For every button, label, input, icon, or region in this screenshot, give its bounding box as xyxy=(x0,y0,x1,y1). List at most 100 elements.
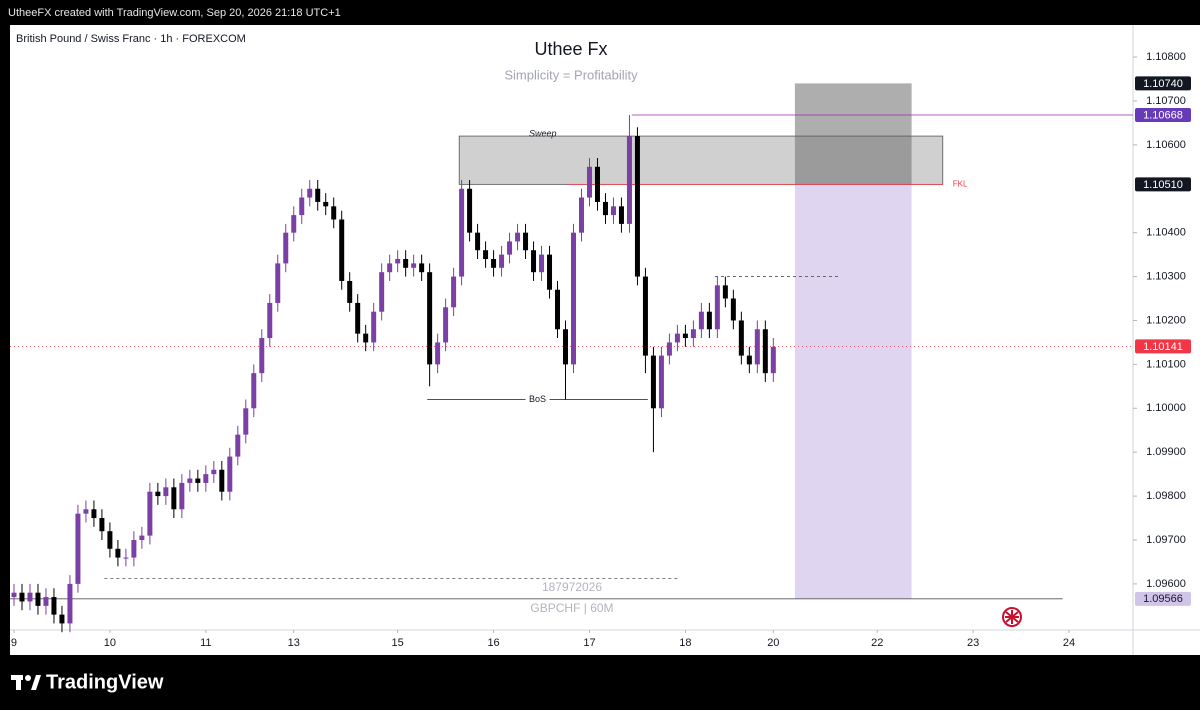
candle-body xyxy=(515,232,521,242)
price-badge xyxy=(1135,339,1191,354)
candle-body xyxy=(131,539,137,558)
x-tick-label: 18 xyxy=(679,637,691,649)
x-tick-label: 13 xyxy=(288,637,300,649)
candle-body xyxy=(523,232,529,251)
price-badge-label: 1.10740 xyxy=(1143,78,1183,90)
y-tick-label: 1.09900 xyxy=(1146,446,1186,458)
price-badge-label: 1.10668 xyxy=(1143,109,1183,121)
candle-body xyxy=(754,329,760,365)
stop-zone xyxy=(794,83,912,185)
candle-body xyxy=(666,342,672,356)
logo-mark xyxy=(16,675,21,690)
candle-body xyxy=(610,206,616,216)
candle-body xyxy=(123,557,129,559)
candle-body xyxy=(283,232,289,264)
x-tick-label: 16 xyxy=(487,637,499,649)
candle-body xyxy=(203,474,209,483)
candle-body xyxy=(291,215,297,233)
y-tick-label: 1.10300 xyxy=(1146,270,1186,282)
plot: Sweep BoS FKL 1.10800 1.10700 1.10600 1.10400 1… xyxy=(10,51,1191,649)
candle-body xyxy=(83,509,89,514)
candle-body xyxy=(235,434,241,457)
candle-body xyxy=(419,263,425,273)
x-tick-label: 22 xyxy=(871,637,883,649)
price-badge xyxy=(1135,76,1191,91)
candle-body xyxy=(59,614,65,624)
logo-mark xyxy=(31,675,41,690)
candle-body xyxy=(626,136,632,224)
flag-icon xyxy=(1002,607,1022,627)
candle-body xyxy=(499,254,505,268)
flag-cross xyxy=(1005,610,1019,624)
candle-body xyxy=(43,597,49,606)
candle-body xyxy=(299,197,305,216)
candle-body xyxy=(578,197,584,233)
candle-body xyxy=(331,206,337,220)
candle-body xyxy=(315,188,321,202)
candle-body xyxy=(219,469,225,492)
candle-body xyxy=(323,201,329,207)
candle-body xyxy=(746,355,752,365)
y-tick-label: 1.09600 xyxy=(1146,578,1186,590)
candle-body xyxy=(51,597,57,615)
candle-body xyxy=(634,136,640,277)
candle-body xyxy=(259,338,265,374)
candle-body xyxy=(555,289,561,330)
candle-body xyxy=(730,298,736,321)
chart-subtitle: Simplicity = Profitability xyxy=(504,67,638,82)
x-tick-label: 23 xyxy=(967,637,979,649)
candle-body xyxy=(531,250,537,273)
y-tick-label: 1.09700 xyxy=(1146,534,1186,546)
level-label-bg xyxy=(525,393,550,406)
x-tick-label: 17 xyxy=(583,637,595,649)
candle-body xyxy=(539,254,545,273)
y-tick-label: 1.10200 xyxy=(1146,314,1186,326)
bottom-bar xyxy=(0,655,1200,710)
candle-body xyxy=(483,250,489,260)
candle-body xyxy=(19,592,25,602)
candle-body xyxy=(67,583,73,624)
y-tick-label: 1.10700 xyxy=(1146,95,1186,107)
y-tick-label: 1.10600 xyxy=(1146,139,1186,151)
candle-body xyxy=(267,302,273,339)
candle-body xyxy=(363,333,369,343)
candle-body xyxy=(698,311,704,330)
candle-body xyxy=(618,206,624,224)
x-tick-label: 24 xyxy=(1063,637,1075,649)
y-tick-label: 1.10100 xyxy=(1146,358,1186,370)
candle-body xyxy=(674,333,680,343)
price-badge-label: 1.10510 xyxy=(1143,179,1183,191)
candle-body xyxy=(714,285,720,330)
y-tick-label: 1.10800 xyxy=(1146,51,1186,63)
candle-body xyxy=(770,346,776,374)
brand: TradingView xyxy=(46,671,164,693)
candle-body xyxy=(467,188,473,233)
candle-body xyxy=(475,232,481,251)
candle-body xyxy=(115,548,121,558)
x-tick-label: 15 xyxy=(392,637,404,649)
candle-body xyxy=(602,201,608,216)
candle-body xyxy=(762,329,768,374)
price-badge-label: 1.10141 xyxy=(1143,341,1183,353)
candle-body xyxy=(187,478,193,483)
x-tick-label: 11 xyxy=(200,637,211,649)
candle-body xyxy=(435,342,441,365)
candle-body xyxy=(738,320,744,356)
candle-body xyxy=(163,487,169,497)
x-tick-label: 20 xyxy=(767,637,779,649)
candle-body xyxy=(706,311,712,330)
candle-body xyxy=(147,491,153,536)
candle-body xyxy=(339,219,345,281)
price-badge-label: 1.09566 xyxy=(1143,593,1183,605)
candle-body xyxy=(507,241,513,255)
zone-label: Sweep xyxy=(529,128,557,138)
sweep-zone xyxy=(458,135,944,185)
candle-body xyxy=(139,535,145,540)
candle-body xyxy=(195,478,201,483)
chart-title: Uthee Fx xyxy=(534,39,607,59)
candle-body xyxy=(27,592,33,602)
level-label: FKL xyxy=(953,179,968,188)
symbol: British Pound / Swiss Franc · 1h · FOREX… xyxy=(16,33,246,45)
candle-body xyxy=(107,531,113,549)
x-tick-label: 10 xyxy=(104,637,116,649)
